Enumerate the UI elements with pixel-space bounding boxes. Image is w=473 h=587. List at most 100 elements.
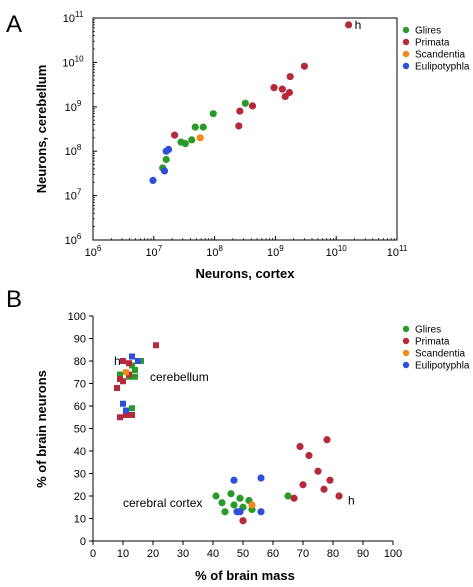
data-point <box>164 145 173 153</box>
y-tick-label: 108 <box>65 143 82 158</box>
y-tick-label: 10 <box>74 514 86 526</box>
panel-a-ticks: 106 107 108 109 1010 1011 106 107 108 109 1010 1011 <box>62 10 407 259</box>
x-tick-label: 50 <box>237 548 249 560</box>
panel-b: B 0 10 20 30 40 50 60 70 80 90 100 0 10 20 30 40 50 60 70 8… <box>6 286 470 583</box>
y-tick-label: 30 <box>74 469 86 481</box>
panel-b-points <box>114 342 343 525</box>
data-point <box>248 102 257 110</box>
y-tick-label: 1010 <box>62 54 84 69</box>
y-tick-label: 80 <box>74 356 86 368</box>
data-point <box>323 436 331 444</box>
data-point <box>241 99 249 107</box>
x-tick-label: 80 <box>327 548 339 560</box>
data-point <box>236 508 244 516</box>
y-tick-label: 20 <box>74 491 86 503</box>
y-tick-label: 107 <box>65 188 82 203</box>
x-tick-label: 10 <box>117 548 129 560</box>
data-point <box>149 176 157 184</box>
data-point <box>132 373 138 380</box>
panel-a-plot-frame <box>92 17 398 241</box>
legend-swatch <box>402 349 410 357</box>
data-point <box>236 494 244 502</box>
legend-swatch <box>402 361 410 369</box>
y-tick-label: 106 <box>65 232 82 247</box>
data-point <box>191 123 199 131</box>
legend-swatch <box>402 325 410 333</box>
x-tick-label: 1011 <box>387 244 408 259</box>
data-point <box>123 407 129 414</box>
data-point <box>153 342 159 349</box>
data-point <box>326 476 334 484</box>
x-tick-label: 40 <box>207 548 219 560</box>
data-point <box>278 85 286 93</box>
panel-b-group-labels: cerebellum cerebral cortex <box>123 370 209 510</box>
data-point <box>236 107 244 115</box>
data-point <box>129 412 135 418</box>
legend-entry-label: Glires <box>415 26 441 37</box>
data-point <box>199 123 207 131</box>
annotation-label: h <box>348 494 355 508</box>
data-point <box>132 367 138 373</box>
data-point <box>314 467 322 475</box>
panel-a-label: A <box>6 11 22 38</box>
x-tick-label: 108 <box>206 244 223 259</box>
data-point <box>129 405 135 412</box>
data-point <box>209 110 217 118</box>
panel-a-annotations: h <box>355 18 362 32</box>
x-tick-label: 100 <box>384 548 402 560</box>
data-point <box>230 476 238 484</box>
data-point <box>285 88 294 97</box>
legend-swatch <box>402 62 410 70</box>
y-tick-label: 50 <box>74 424 86 436</box>
data-point <box>221 508 229 516</box>
data-point <box>123 369 129 376</box>
data-point <box>227 490 235 498</box>
panel-b-x-axis-label: % of brain mass <box>195 568 295 583</box>
panel-a: A 106 107 108 109 1010 1011106107108109101010… <box>6 10 470 281</box>
panel-a-points <box>149 21 353 184</box>
group-label: cerebellum <box>150 370 209 384</box>
data-point <box>120 400 126 407</box>
y-tick-label: 70 <box>74 379 86 391</box>
data-point <box>345 21 353 29</box>
y-tick-label: 0 <box>80 536 86 548</box>
legend-swatch <box>402 38 410 46</box>
data-point <box>305 451 313 460</box>
data-point <box>114 385 120 391</box>
legend-entry-label: Scandentia <box>415 50 465 61</box>
legend-swatch <box>402 26 410 34</box>
data-point <box>286 72 294 81</box>
data-point <box>123 412 129 418</box>
data-point <box>290 494 298 502</box>
panel-a-x-axis-label: Neurons, cortex <box>196 266 296 281</box>
legend-entry-label: Glires <box>415 325 441 336</box>
x-tick-label: 1010 <box>326 244 348 259</box>
data-point <box>239 517 247 525</box>
panel-b-annotations: hh <box>114 354 355 508</box>
data-point <box>162 155 170 164</box>
y-tick-label: 109 <box>65 99 82 114</box>
data-point <box>284 492 292 500</box>
data-point <box>129 353 135 360</box>
x-tick-label: 90 <box>357 548 369 560</box>
annotation-label: h <box>114 354 121 368</box>
data-point <box>320 485 328 493</box>
data-point <box>120 358 126 364</box>
data-point <box>212 492 220 500</box>
data-point <box>188 136 196 144</box>
data-point <box>270 84 278 92</box>
legend-entry-label: Scandentia <box>415 349 465 360</box>
data-point <box>218 499 226 507</box>
data-point <box>117 371 123 378</box>
legend-swatch <box>402 50 410 58</box>
panel-b-y-axis-label: % of brain neurons <box>34 370 49 488</box>
x-tick-label: 30 <box>177 548 189 560</box>
panel-a-y-axis-label: Neurons, cerebellum <box>34 65 49 194</box>
data-point <box>300 62 309 70</box>
x-tick-label: 107 <box>145 244 162 259</box>
data-point <box>120 378 126 385</box>
y-tick-label: 40 <box>74 446 86 458</box>
legend-entry-label: Eulipotyphla <box>415 361 470 372</box>
